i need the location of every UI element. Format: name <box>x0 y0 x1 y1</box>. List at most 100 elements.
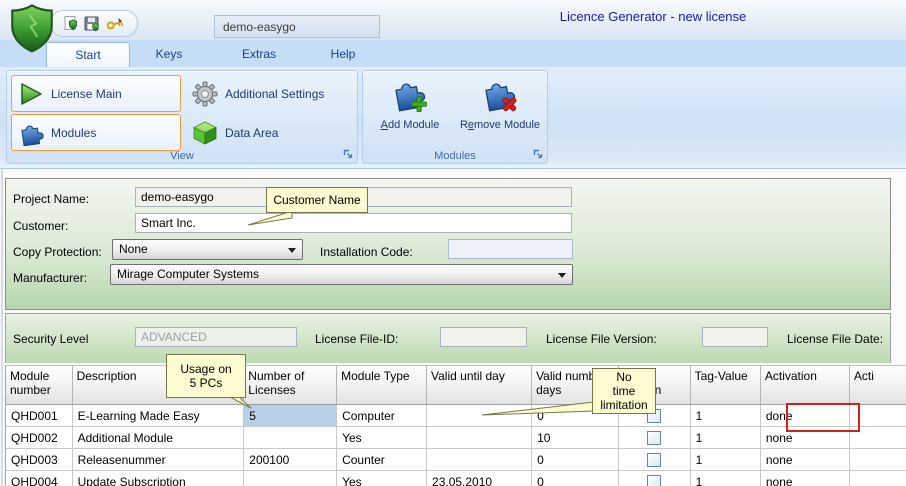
manufacturer-dropdown[interactable]: Mirage Computer Systems <box>110 264 573 285</box>
license-file-version-label: License File Version: <box>546 332 657 346</box>
window-left-border <box>1 168 3 486</box>
demo-version-checkbox[interactable] <box>647 430 662 445</box>
cell-r1-c8[interactable]: none <box>760 426 850 449</box>
cell-r1-c3[interactable]: Yes <box>336 426 428 449</box>
cell-r1-c1[interactable]: Additional Module <box>72 426 245 449</box>
modules-view-label: Modules <box>51 125 97 140</box>
customer-label: Customer: <box>13 219 69 233</box>
cell-r3-c7[interactable]: 1 <box>690 470 761 486</box>
table-row: QHD002 Additional Module Yes 10 1 none <box>6 426 906 449</box>
copy-protection-dropdown[interactable]: None <box>112 239 303 260</box>
column-header-9[interactable]: Acti <box>849 366 906 405</box>
cell-r1-c6[interactable] <box>618 426 691 449</box>
application-button-shield-icon[interactable] <box>8 4 56 54</box>
data-area-button[interactable]: Data Area <box>185 114 355 151</box>
cell-r3-c8[interactable]: none <box>760 470 850 486</box>
modules-dialog-launcher-icon[interactable] <box>533 149 544 160</box>
cell-r0-c0[interactable]: QHD001 <box>6 404 73 427</box>
new-license-shield-icon[interactable] <box>64 15 78 32</box>
cell-r1-c7[interactable]: 1 <box>690 426 761 449</box>
chevron-down-icon <box>288 248 296 253</box>
usage-callout-tail <box>228 396 252 409</box>
cell-r1-c4[interactable] <box>426 426 533 449</box>
column-header-0[interactable]: Module number <box>6 366 73 405</box>
cell-r0-c1[interactable]: E-Learning Made Easy <box>72 404 245 427</box>
cell-r3-c6[interactable] <box>618 470 691 486</box>
demo-version-checkbox[interactable] <box>647 452 662 467</box>
cell-r0-c2[interactable]: 5 <box>243 404 338 427</box>
cell-r3-c1[interactable]: Update Subscription <box>72 470 245 486</box>
column-header-2[interactable]: Number of Licenses <box>243 366 338 405</box>
license-file-version-field[interactable] <box>702 327 768 347</box>
view-group-label: View <box>170 150 194 162</box>
cell-r3-c5[interactable]: 0 <box>531 470 619 486</box>
customer-field[interactable]: Smart Inc. <box>135 213 572 233</box>
cell-r2-c2[interactable]: 200100 <box>243 448 338 471</box>
cell-r0-c8[interactable]: done <box>760 404 850 427</box>
title-bar: demo-easygo Licence Generator - new lice… <box>0 0 906 41</box>
cell-r3-c4[interactable]: 23.05.2010 <box>426 470 533 486</box>
license-main-button[interactable]: License Main <box>11 75 181 112</box>
play-icon <box>21 82 42 105</box>
usage-callout: Usage on 5 PCs <box>166 354 246 398</box>
cell-r3-c0[interactable]: QHD004 <box>6 470 73 486</box>
additional-settings-button[interactable]: Additional Settings <box>185 75 355 112</box>
view-dialog-launcher-icon[interactable] <box>343 149 354 160</box>
cell-r2-c9[interactable] <box>849 448 906 471</box>
modules-view-button[interactable]: Modules <box>11 114 181 151</box>
cell-r0-c4[interactable] <box>426 404 533 427</box>
project-name-label: Project Name: <box>13 192 90 206</box>
sign-key-icon[interactable] <box>106 16 124 32</box>
customer-name-callout-tail <box>248 211 293 226</box>
column-header-4[interactable]: Valid until day <box>426 366 533 405</box>
column-header-8[interactable]: Activation <box>760 366 850 405</box>
demo-version-checkbox[interactable] <box>647 474 662 486</box>
column-header-3[interactable]: Module Type <box>336 366 428 405</box>
cube-icon <box>193 121 217 145</box>
no-time-limitation-callout: No time limitation <box>592 368 656 414</box>
customer-name-callout: Customer Name <box>266 187 368 213</box>
save-license-icon[interactable] <box>84 16 100 32</box>
cell-r1-c2[interactable] <box>243 426 338 449</box>
tab-extras[interactable]: Extras <box>241 47 276 61</box>
manufacturer-label: Manufacturer: <box>13 271 88 285</box>
cell-r3-c3[interactable]: Yes <box>336 470 428 486</box>
tab-help[interactable]: Help <box>330 47 356 61</box>
cell-r2-c8[interactable]: none <box>760 448 850 471</box>
puzzle-plus-icon <box>395 83 427 112</box>
column-header-7[interactable]: Tag-Value <box>690 366 761 405</box>
add-module-button[interactable]: Add Module <box>367 74 453 147</box>
cell-r2-c5[interactable]: 0 <box>531 448 619 471</box>
installation-code-label: Installation Code: <box>320 245 413 259</box>
installation-code-field[interactable] <box>448 239 573 259</box>
cell-r2-c4[interactable] <box>426 448 533 471</box>
ribbon-tab-row: Start Keys Extras Help <box>0 40 906 67</box>
cell-r3-c9[interactable] <box>849 470 906 486</box>
ribbon-group-modules: Add Module Remove Module Modules <box>362 70 548 164</box>
cell-r0-c3[interactable]: Computer <box>336 404 428 427</box>
security-level-field[interactable]: ADVANCED <box>135 327 297 347</box>
tab-keys[interactable]: Keys <box>155 47 183 61</box>
activation-highlight-box <box>786 403 860 432</box>
titlebar-project-field[interactable]: demo-easygo <box>214 15 380 38</box>
cell-r1-c0[interactable]: QHD002 <box>6 426 73 449</box>
cell-r3-c2[interactable] <box>243 470 338 486</box>
cell-r1-c5[interactable]: 10 <box>531 426 619 449</box>
module-table: Module number Description Number of Licens… <box>5 365 906 486</box>
additional-settings-label: Additional Settings <box>225 86 325 101</box>
remove-module-label: Remove Module <box>459 119 541 131</box>
ribbon-group-view: License Main <box>6 70 358 164</box>
table-row: QHD003 Releasenummer 200100 Counter 0 1 none <box>6 448 906 471</box>
table-row: QHD004 Update Subscription Yes 23.05.2010 0 1… <box>6 470 906 486</box>
cell-r2-c7[interactable]: 1 <box>690 448 761 471</box>
remove-module-button[interactable]: Remove Module <box>455 74 545 147</box>
license-file-id-field[interactable] <box>440 327 527 347</box>
cell-r2-c6[interactable] <box>618 448 691 471</box>
data-area-label: Data Area <box>225 125 279 140</box>
security-level-label: Security Level <box>13 332 89 346</box>
cell-r2-c0[interactable]: QHD003 <box>6 448 73 471</box>
cell-r0-c7[interactable]: 1 <box>690 404 761 427</box>
cell-r2-c3[interactable]: Counter <box>336 448 428 471</box>
tab-start[interactable]: Start <box>46 42 130 67</box>
cell-r2-c1[interactable]: Releasenummer <box>72 448 245 471</box>
